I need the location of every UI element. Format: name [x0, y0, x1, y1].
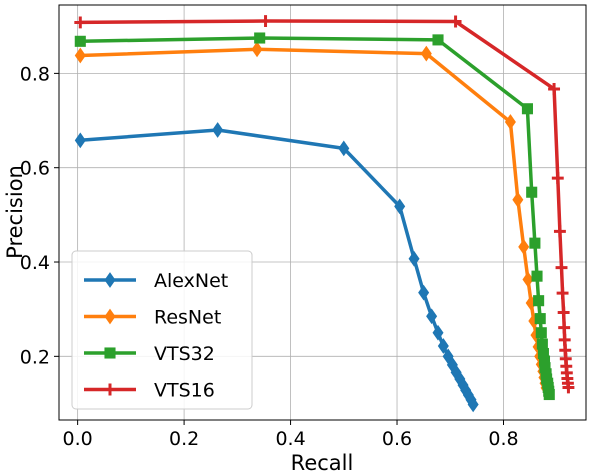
data-point	[531, 270, 543, 282]
data-point	[557, 306, 570, 319]
series-layer	[74, 15, 575, 413]
legend-item: AlexNet	[84, 270, 228, 292]
data-point	[522, 271, 534, 288]
x-tick-label: 0.8	[488, 428, 518, 450]
series-alexnet	[74, 122, 479, 413]
x-tick-label: 0.2	[169, 428, 199, 450]
data-point	[556, 287, 569, 300]
data-point	[74, 132, 86, 149]
data-point	[518, 239, 530, 255]
data-point	[418, 284, 430, 301]
data-point	[529, 237, 541, 249]
series-vts16	[74, 15, 575, 394]
data-point	[551, 172, 564, 185]
legend-marker	[104, 272, 116, 288]
data-point	[555, 261, 568, 274]
data-point	[521, 103, 533, 115]
data-point	[467, 396, 479, 413]
data-point	[553, 225, 566, 238]
y-axis-title: Precision	[3, 165, 27, 259]
data-point	[558, 321, 571, 334]
data-point	[449, 15, 462, 28]
legend-marker	[104, 308, 116, 325]
data-point	[512, 191, 524, 208]
data-point	[259, 15, 272, 27]
data-point	[251, 41, 263, 58]
legend-label: VTS32	[154, 343, 215, 365]
data-point	[437, 338, 449, 354]
legend-item: VTS16	[84, 380, 215, 402]
y-tick-label: 0.6	[20, 158, 50, 180]
data-point	[74, 16, 87, 29]
data-point	[535, 327, 547, 339]
y-tick-label: 0.8	[20, 63, 50, 85]
data-point	[394, 198, 406, 215]
plot-frame	[58, 4, 587, 421]
data-point	[504, 114, 516, 130]
x-tick-label: 0.4	[275, 428, 305, 450]
axis-ticks: 0.0 0.2 0.4 0.6 0.8 0.2 0.4 0.6 0.8	[20, 63, 519, 450]
legend-marker	[104, 383, 116, 396]
data-point	[432, 34, 444, 46]
legend-marker	[104, 347, 116, 359]
legend-item: VTS32	[84, 343, 215, 365]
legend-label: VTS16	[154, 380, 215, 402]
data-point	[536, 338, 548, 350]
data-point	[548, 82, 561, 95]
data-point	[420, 45, 432, 62]
data-point	[74, 35, 86, 47]
legend-label: ResNet	[154, 307, 221, 329]
data-point	[562, 381, 575, 394]
data-point	[534, 313, 546, 325]
legend-frame	[71, 250, 253, 410]
data-point	[74, 47, 86, 64]
data-point	[533, 295, 545, 307]
legend: AlexNet ResNet VTS32 VTS16	[71, 250, 253, 410]
data-point	[526, 186, 538, 198]
x-tick-label: 0.6	[382, 428, 412, 450]
data-point	[254, 32, 266, 44]
x-tick-label: 0.0	[63, 428, 93, 450]
legend-item: ResNet	[84, 307, 221, 329]
data-point	[408, 250, 420, 267]
data-point	[212, 122, 224, 138]
y-tick-label: 0.4	[20, 252, 50, 274]
data-point	[543, 388, 555, 401]
data-point	[432, 324, 444, 341]
x-axis-title: Recall	[291, 451, 354, 475]
legend-label: AlexNet	[154, 270, 228, 292]
data-point	[338, 140, 350, 157]
series-vts32	[74, 32, 555, 401]
data-point	[426, 308, 438, 325]
data-point	[558, 333, 571, 346]
y-tick-label: 0.2	[20, 346, 50, 368]
